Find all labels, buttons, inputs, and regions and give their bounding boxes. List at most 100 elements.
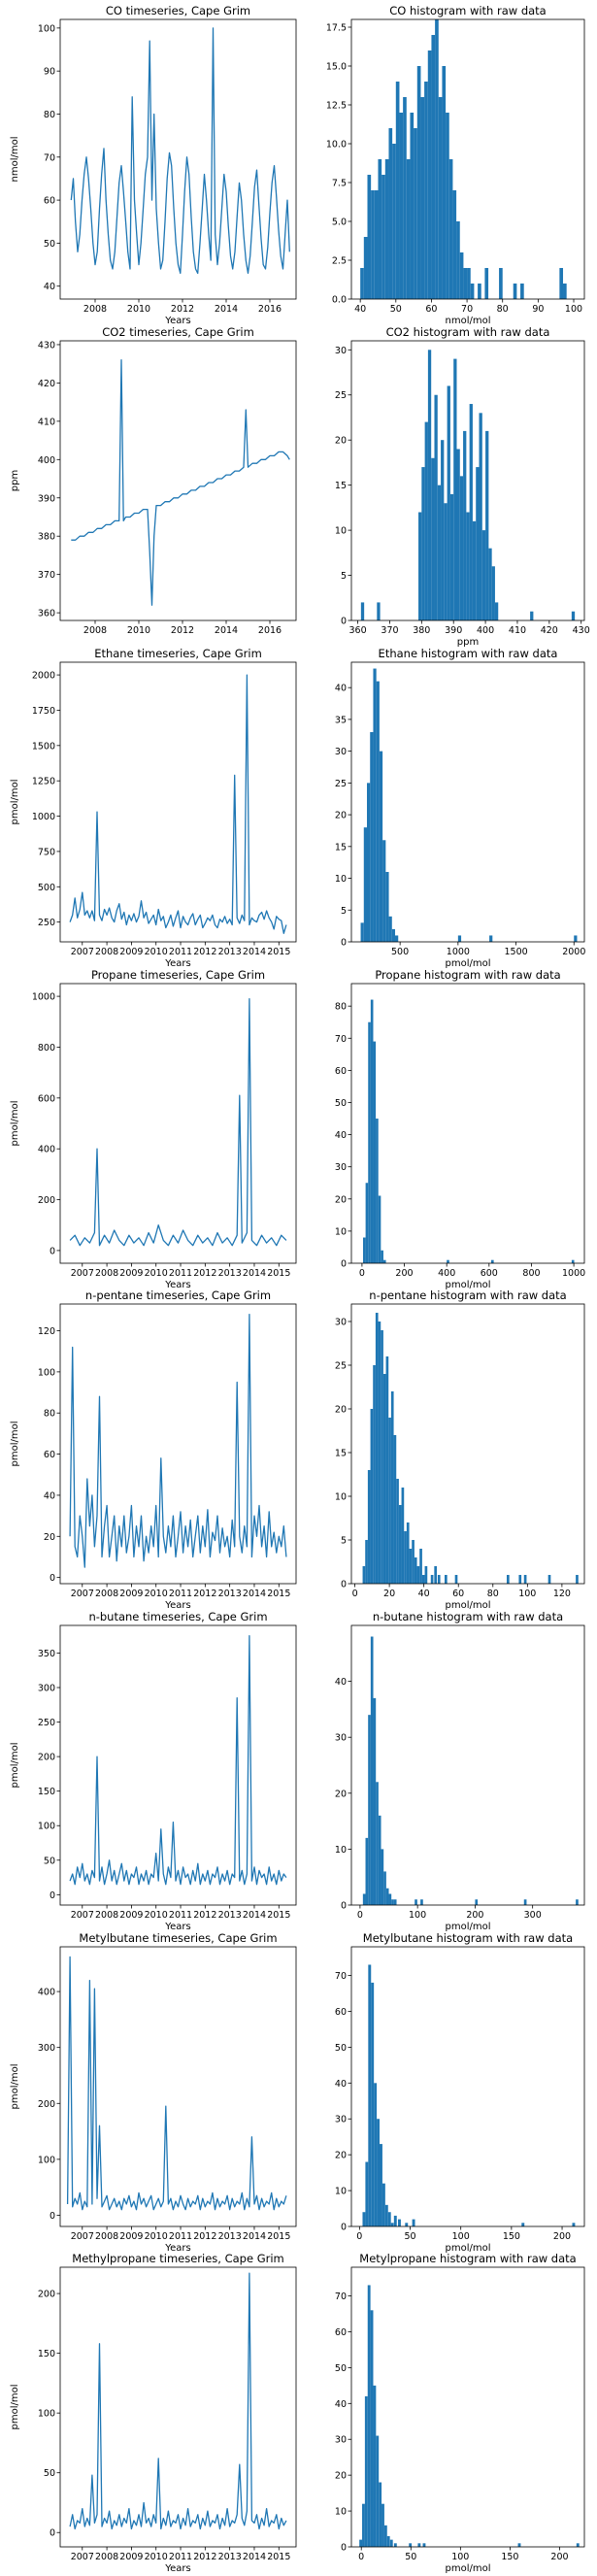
histogram-bar: [454, 1575, 458, 1584]
x-axis-label: nmol/mol: [446, 316, 491, 326]
histogram-bar: [376, 1119, 379, 1263]
n-butane-histogram-with-raw-data-panel: 0 100 200 300 0 10 20 30 40 n-butane histogram wi…: [335, 1610, 585, 1932]
histogram-bar: [381, 1250, 383, 1263]
y-axis-label: pmol/mol: [10, 2385, 20, 2430]
y-tick-label: 50: [44, 239, 55, 250]
histogram-bar: [378, 159, 382, 299]
axes-frame: [59, 983, 297, 1264]
histogram-bar: [424, 82, 428, 299]
y-tick-label: 20: [335, 2471, 347, 2482]
histogram-bar: [494, 602, 499, 620]
histogram-bar: [378, 1195, 381, 1263]
y-tick-label: 1000: [32, 812, 55, 822]
histogram-bar: [530, 611, 534, 620]
x-tick-label: 2015: [267, 2552, 290, 2562]
co-histogram-with-raw-data-panel: 40 50 60 70 80 90 100 0.0 2.5 5.0 7.5 10.0 12.5 15.0 1…: [326, 4, 585, 326]
histogram-bar: [381, 1330, 383, 1584]
histogram-bar: [398, 2219, 401, 2226]
x-tick-label: 380: [413, 625, 430, 636]
axes-frame: [350, 1303, 585, 1585]
y-tick-label: 50: [335, 2043, 347, 2054]
x-tick-label: 420: [541, 625, 558, 636]
x-tick-label: 2007: [71, 947, 94, 957]
y-tick-label: 100: [38, 1367, 55, 1378]
histogram-bar: [379, 2482, 382, 2547]
y-tick-label: 60: [44, 1450, 55, 1460]
x-tick-label: 2010: [127, 625, 150, 636]
histogram-bar: [385, 872, 389, 942]
x-tick-label: 90: [532, 304, 544, 315]
y-tick-label: 70: [44, 152, 55, 163]
x-tick-label: 2008: [95, 2231, 118, 2242]
histogram-bar: [453, 358, 457, 620]
ethane-histogram-with-raw-data-panel: 500 1000 1500 2000 0 5 10 15 20 25 30 35 40 Ethane hi…: [335, 647, 585, 969]
x-tick-label: 2012: [193, 1268, 216, 1279]
y-tick-label: 10: [335, 1845, 347, 1856]
y-tick-label: 390: [38, 493, 55, 504]
bar-group: [362, 1636, 579, 1905]
y-axis-label: pmol/mol: [10, 2064, 20, 2110]
x-tick-label: 200: [466, 1910, 483, 1921]
histogram-bar: [371, 190, 375, 299]
histogram-bar: [576, 2543, 580, 2547]
x-tick-label: 370: [381, 625, 398, 636]
y-tick-label: 300: [38, 2043, 55, 2054]
x-tick-label: 2011: [169, 2231, 192, 2242]
x-tick-label: 2014: [243, 1268, 266, 1279]
x-tick-label: 2011: [169, 1589, 192, 1599]
histogram-bar: [449, 493, 454, 620]
series-line: [70, 27, 290, 275]
y-axis-label: pmol/mol: [10, 1422, 20, 1467]
histogram-bar: [457, 935, 462, 942]
x-tick-label: 100: [409, 1910, 426, 1921]
chart-title: CO histogram with raw data: [389, 4, 546, 17]
histogram-bar: [386, 2535, 390, 2547]
histogram-bar: [463, 430, 467, 620]
histogram-bar: [456, 449, 460, 620]
histogram-bar: [363, 827, 367, 942]
metylbutane-timeseries-cape-grim-panel: 2007 2008 2009 2010 2011 2012 2013 2014 2015 0 100…: [10, 1931, 297, 2254]
histogram-bar: [362, 1566, 366, 1584]
x-tick-label: 2010: [145, 1910, 168, 1921]
axes-frame: [59, 661, 297, 943]
x-tick-label: 200: [553, 2231, 571, 2242]
bar-group: [359, 2285, 580, 2547]
y-tick-label: 1000: [32, 992, 55, 1003]
x-tick-label: 2007: [71, 1589, 94, 1599]
y-tick-label: 800: [38, 1043, 55, 1054]
series-line: [71, 359, 290, 606]
y-tick-label: 410: [38, 417, 55, 427]
y-tick-label: 7.5: [332, 179, 347, 189]
series-line: [69, 2272, 287, 2530]
histogram-bar: [363, 1237, 366, 1263]
histogram-bar: [459, 252, 464, 299]
x-tick-label: 2011: [169, 1910, 192, 1921]
axes-frame: [350, 18, 585, 300]
y-tick-label: 90: [44, 67, 55, 78]
y-tick-label: 250: [38, 918, 55, 928]
x-tick-label: 60: [425, 304, 437, 315]
y-tick-label: 600: [38, 1093, 55, 1104]
histogram-bar: [373, 1041, 377, 1263]
histogram-bar: [362, 1893, 366, 1905]
histogram-bar: [368, 1021, 371, 1263]
y-tick-label: 300: [38, 1684, 55, 1694]
x-tick-label: 2011: [169, 947, 192, 957]
histogram-bar: [380, 2144, 382, 2226]
histogram-bar: [476, 467, 480, 620]
propane-timeseries-cape-grim-panel: 2007 2008 2009 2010 2011 2012 2013 2014 2015 0 200…: [10, 968, 297, 1290]
histogram-bar: [382, 1374, 386, 1584]
x-tick-label: 50: [405, 2552, 416, 2562]
x-tick-label: 300: [524, 1910, 542, 1921]
chart-title: Ethane timeseries, Cape Grim: [94, 647, 262, 660]
y-tick-label: 25: [335, 390, 347, 401]
x-tick-label: 360: [349, 625, 367, 636]
histogram-bar: [547, 1575, 551, 1584]
histogram-bar: [391, 1899, 394, 1905]
co2-timeseries-cape-grim-panel: 2008 2010 2012 2014 2016 360 370 380 390 400 410 42…: [10, 325, 297, 636]
histogram-bar: [378, 1321, 381, 1584]
histogram-bar: [576, 1575, 579, 1584]
histogram-bar: [393, 2215, 397, 2226]
histogram-bar: [385, 1888, 389, 1905]
histogram-bar: [416, 66, 421, 299]
